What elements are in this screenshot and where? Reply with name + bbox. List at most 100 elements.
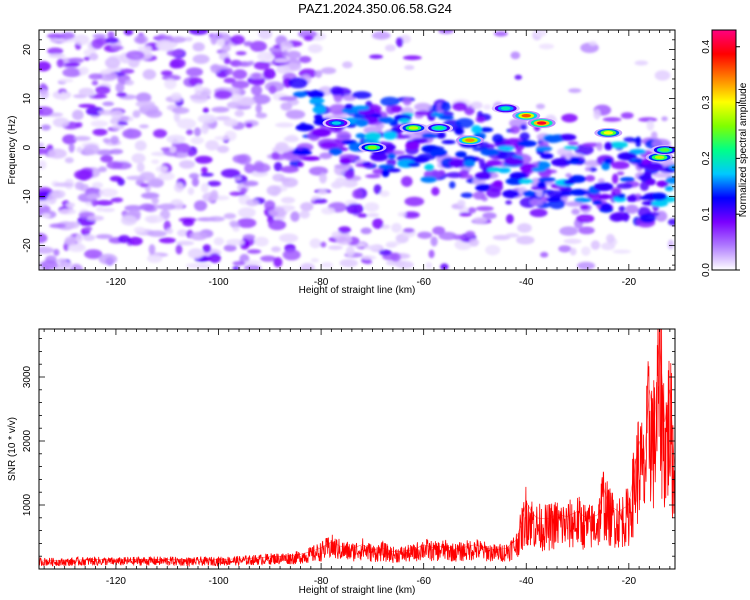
spectrogram-texture: [328, 147, 343, 156]
spectrogram-texture: [51, 189, 66, 199]
spectrogram-texture: [108, 59, 119, 65]
snr-frame: [38, 328, 676, 570]
spectrogram-texture: [220, 168, 241, 178]
spectrogram-texture: [64, 62, 81, 67]
spectrogram-texture: [176, 118, 197, 130]
spectrogram-texture: [68, 57, 84, 64]
spectrogram-texture: [78, 66, 90, 75]
spectrogram-texture: [609, 212, 624, 222]
x-tick-label: -60: [416, 576, 431, 587]
spectrogram-x-label: Height of straight line (km): [299, 285, 416, 296]
spectrogram-texture: [191, 177, 199, 187]
spectrogram-texture: [56, 58, 64, 68]
spectrogram-texture: [617, 152, 637, 161]
spectrogram-texture: [563, 145, 578, 150]
spectrogram-texture: [486, 159, 502, 166]
spectrogram-texture: [430, 148, 448, 157]
spectrogram-texture: [236, 218, 257, 228]
spectrogram-texture: [432, 226, 446, 235]
spectrogram-texture: [320, 67, 337, 75]
spectrogram-texture: [243, 264, 261, 270]
spectrogram-texture: [255, 103, 262, 114]
spectrogram-texture: [286, 50, 302, 59]
spectrogram-texture: [86, 193, 101, 200]
spectrogram-texture: [39, 61, 51, 72]
spectrogram-texture: [166, 227, 174, 235]
spectrogram-texture: [360, 227, 372, 235]
spectrogram-texture: [39, 199, 52, 206]
spectrogram-texture: [136, 92, 152, 103]
spectrogram-texture: [352, 189, 363, 200]
colorbar-label: Normalized spectral amplitude: [738, 82, 749, 217]
spectrogram-texture: [158, 237, 177, 244]
spectrogram-texture: [202, 244, 212, 253]
spectrogram-texture: [216, 38, 225, 47]
spectrogram-texture: [41, 213, 51, 219]
spectrogram-texture: [136, 162, 145, 173]
spectrogram-texture: [187, 150, 195, 157]
spectrogram-texture: [333, 94, 343, 103]
x-tick-label: -40: [519, 576, 534, 587]
spectral-peak: [659, 148, 670, 152]
spectral-peak: [408, 126, 419, 130]
spectrogram-texture: [518, 178, 534, 184]
spectrogram-texture: [268, 207, 288, 218]
spectrogram-texture: [383, 131, 398, 140]
spectrogram-features: [322, 103, 675, 163]
spectrogram-texture: [91, 182, 104, 189]
spectrogram-texture: [105, 37, 119, 44]
spectrogram-texture: [355, 133, 366, 139]
spectrogram-texture: [579, 204, 590, 211]
spectrogram-texture: [273, 161, 283, 172]
spectrogram-texture: [474, 171, 492, 181]
spectrogram-texture: [428, 249, 435, 259]
spectrogram-texture: [243, 41, 253, 47]
spectrogram-texture: [39, 142, 45, 148]
spectrogram-texture: [139, 203, 155, 211]
spectrogram-texture: [74, 169, 94, 180]
spectrogram-texture: [414, 102, 432, 112]
spectrogram-texture: [367, 213, 380, 218]
spectrogram-texture: [99, 69, 112, 75]
spectrogram-texture: [41, 124, 51, 131]
spectrogram-texture: [430, 112, 444, 117]
spectrogram-texture: [565, 160, 586, 165]
spectrogram-texture: [62, 67, 81, 78]
spectrogram-texture: [438, 30, 454, 35]
spectrogram-texture: [617, 193, 626, 199]
spectrogram-texture: [284, 205, 291, 213]
spectrogram-texture: [592, 200, 603, 206]
spectrogram-texture: [264, 200, 276, 211]
spectrogram-texture: [176, 229, 188, 237]
spectrogram-texture: [133, 226, 146, 234]
spectrogram-texture: [345, 246, 355, 257]
spectrogram-texture: [601, 242, 616, 251]
spectrogram-texture: [75, 121, 83, 128]
spectrogram-texture: [646, 162, 664, 170]
spectrogram-texture: [182, 219, 195, 227]
spectrogram-texture: [503, 157, 524, 166]
spectrogram-texture: [431, 186, 440, 196]
spectrogram-texture: [482, 212, 497, 220]
spectrogram-texture: [40, 259, 58, 270]
snr-y-label: SNR (10 * v/v): [7, 417, 18, 481]
y-tick-label: 10: [22, 93, 33, 105]
spectrogram-texture: [381, 168, 390, 178]
spectrogram-texture: [533, 30, 547, 37]
spectrogram-texture: [516, 140, 537, 147]
spectrogram-texture: [274, 58, 290, 63]
spectrogram-texture: [246, 199, 259, 207]
spectrogram-texture: [405, 141, 420, 150]
x-tick-label: -60: [416, 277, 431, 288]
spectrogram-texture: [646, 120, 655, 131]
spectrogram-texture: [84, 226, 93, 231]
spectrogram-texture: [151, 197, 159, 205]
spectrogram-texture: [201, 166, 208, 174]
y-tick-label: -10: [22, 189, 33, 204]
spectrogram-texture: [604, 142, 613, 151]
spectrogram-texture: [187, 248, 204, 259]
colorbar-tick-label: 0.1: [701, 207, 712, 221]
spectrogram-texture: [188, 77, 204, 87]
spectrogram-texture: [299, 210, 310, 219]
